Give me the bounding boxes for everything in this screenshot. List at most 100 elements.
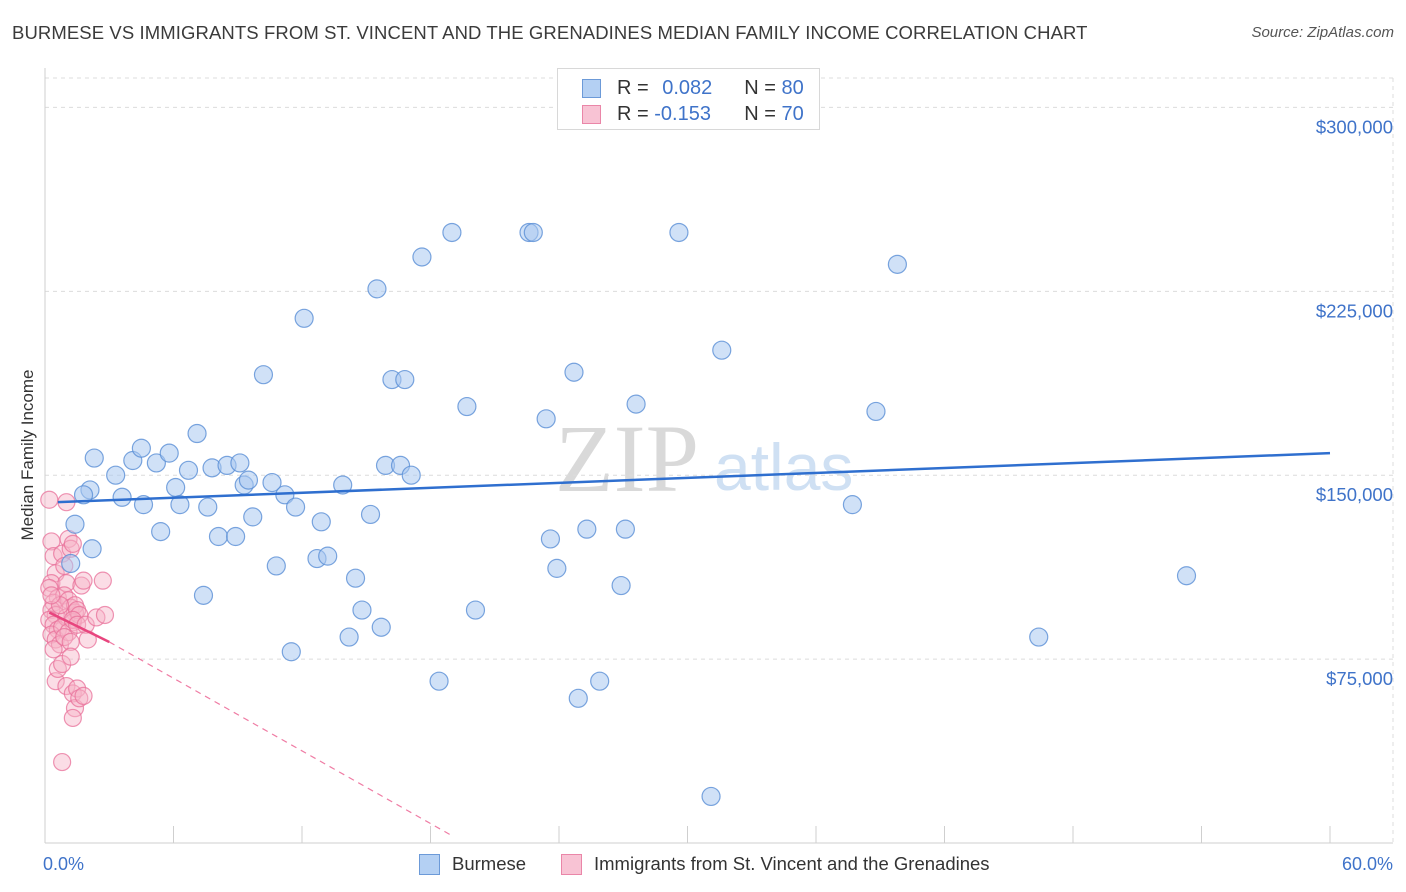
axes [44, 68, 1393, 844]
data-point-burmese [367, 279, 387, 299]
trend-line-svg-immigrants-extended [108, 641, 453, 837]
data-point-svg-immigrants [42, 586, 61, 605]
data-point-burmese [198, 497, 218, 517]
data-point-burmese [187, 423, 207, 444]
data-point-burmese [112, 487, 132, 507]
legend-r-value: -0.153 [654, 102, 711, 125]
data-point-burmese [266, 556, 286, 576]
data-point-burmese [577, 519, 597, 539]
data-point-burmese [669, 222, 689, 243]
data-point-burmese [1029, 627, 1049, 647]
data-point-burmese [208, 526, 229, 547]
data-point-burmese [360, 504, 381, 525]
data-point-burmese [442, 222, 462, 243]
data-point-burmese [61, 553, 81, 574]
data-point-burmese [429, 671, 449, 691]
legend-row-burmese: R = 0.082 N = 80 [582, 76, 804, 100]
data-point-burmese [590, 671, 610, 691]
chart-title: BURMESE VS IMMIGRANTS FROM ST. VINCENT A… [12, 22, 1088, 43]
data-point-burmese [866, 401, 886, 422]
watermark-atlas: atlas [714, 430, 853, 504]
series-blue-points [61, 222, 1197, 807]
legend-item-burmese: Burmese [419, 853, 526, 875]
data-point-svg-immigrants [74, 571, 93, 590]
data-point-burmese [465, 600, 486, 620]
data-point-burmese [568, 688, 588, 708]
data-point-burmese [253, 365, 274, 385]
data-point-burmese [547, 558, 567, 578]
data-point-burmese [166, 477, 186, 498]
legend-n-label: N = [744, 76, 776, 99]
data-point-burmese [311, 512, 331, 532]
data-point-burmese [178, 460, 199, 480]
data-point-burmese [333, 475, 353, 495]
data-point-burmese [106, 465, 126, 485]
data-point-burmese [887, 254, 907, 274]
data-point-burmese [84, 448, 104, 468]
watermark-zip: ZIP [555, 405, 699, 512]
data-point-svg-immigrants [63, 708, 82, 728]
data-point-burmese [457, 396, 477, 417]
series-pink-points [40, 490, 115, 772]
data-point-burmese [281, 642, 301, 662]
source-label: Source: ZipAtlas.com [1251, 24, 1394, 41]
data-point-svg-immigrants [44, 640, 63, 659]
legend-swatch-blue [582, 78, 601, 98]
trend-line-burmese [57, 451, 1331, 504]
data-point-burmese [170, 495, 190, 515]
legend-row-svg: R = -0.153 N = 70 [582, 102, 804, 126]
data-point-burmese [318, 546, 338, 566]
legend-r-value: 0.082 [662, 76, 713, 99]
data-point-burmese [151, 522, 171, 542]
data-point-burmese [412, 247, 432, 267]
data-point-burmese [193, 585, 214, 605]
data-point-svg-immigrants [53, 752, 72, 772]
data-point-burmese [401, 465, 421, 485]
x-tick-label-min: 0.0% [43, 854, 84, 874]
correlation-legend: R = 0.082 N = 80 R = -0.153 N = 70 [557, 68, 820, 130]
trend-line-svg-immigrants [48, 611, 110, 644]
y-tick-label: $150,000 [1316, 484, 1393, 505]
data-point-svg-immigrants [63, 534, 82, 553]
data-point-burmese [626, 394, 646, 414]
data-point-burmese [345, 568, 366, 588]
data-point-svg-immigrants [40, 490, 59, 509]
data-point-burmese [262, 472, 282, 493]
data-point-burmese [842, 495, 863, 515]
y-tick-label: $225,000 [1316, 300, 1393, 321]
data-point-burmese [146, 453, 166, 473]
trend-lines [48, 451, 1331, 837]
data-point-burmese [82, 539, 102, 559]
data-point-burmese [611, 575, 631, 596]
legend-swatch-blue [419, 853, 440, 875]
legend-n-label: N = [744, 102, 776, 125]
data-point-burmese [1176, 566, 1197, 586]
y-tick-label: $300,000 [1316, 116, 1393, 137]
data-point-burmese [523, 222, 543, 243]
data-point-burmese [230, 453, 250, 473]
data-point-burmese [243, 507, 263, 527]
data-point-burmese [294, 308, 314, 328]
legend-swatch-pink [582, 104, 601, 124]
legend-n-value: 70 [781, 102, 804, 125]
data-point-burmese [395, 369, 415, 390]
y-axis-label: Median Family Income [18, 369, 37, 540]
data-point-burmese [65, 514, 85, 534]
data-point-burmese [712, 340, 732, 360]
legend-label-svg-immigrants: Immigrants from St. Vincent and the Gren… [594, 853, 990, 874]
legend-n-value: 80 [781, 76, 804, 99]
legend-r-label: R = [617, 102, 649, 125]
legend-label-burmese: Burmese [452, 853, 527, 874]
data-point-burmese [131, 438, 151, 458]
data-point-burmese [73, 485, 94, 505]
legend-item-svg-immigrants: Immigrants from St. Vincent and the Gren… [561, 853, 990, 875]
data-point-burmese [564, 362, 584, 382]
data-point-burmese [226, 526, 246, 547]
data-point-svg-immigrants [93, 571, 112, 590]
data-point-burmese [159, 443, 179, 463]
data-point-svg-immigrants [95, 605, 115, 625]
data-point-burmese [615, 519, 635, 539]
data-point-svg-immigrants [61, 647, 80, 666]
data-point-burmese [339, 627, 359, 647]
